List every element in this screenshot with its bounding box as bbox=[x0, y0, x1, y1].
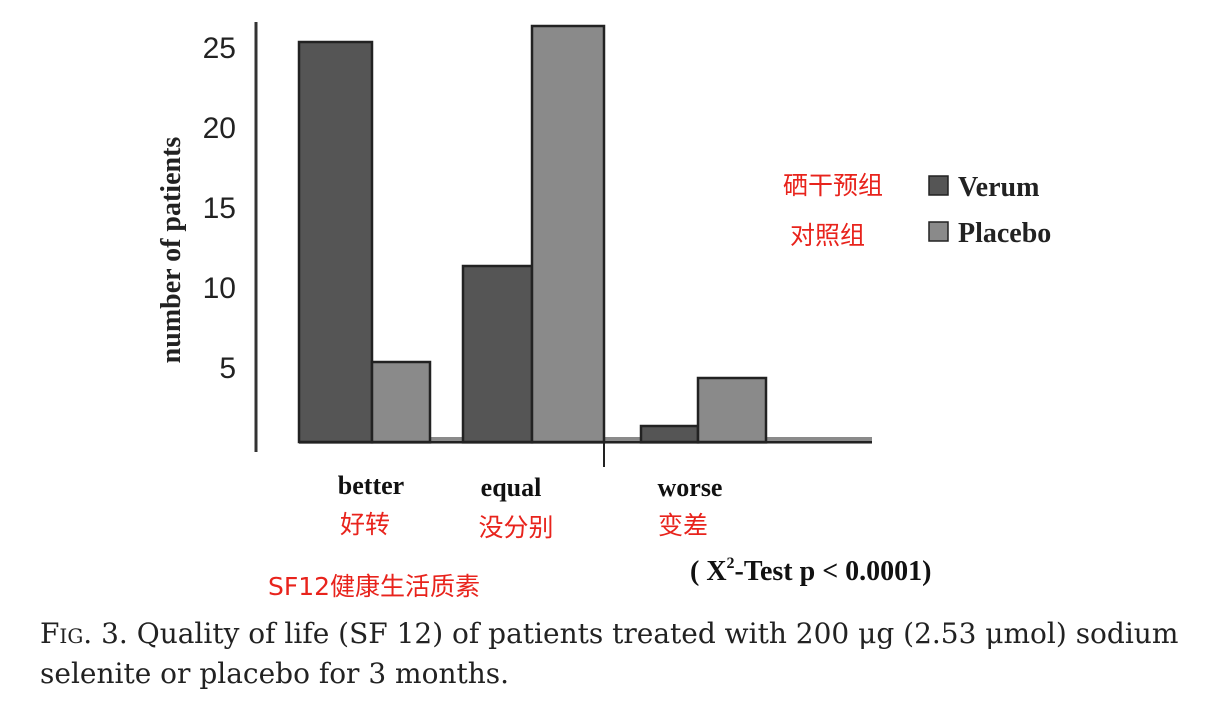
category-label-better: better bbox=[338, 471, 404, 500]
bar-placebo-equal bbox=[530, 24, 606, 444]
x-axis-annotation: SF12健康生活质素 bbox=[268, 572, 480, 601]
bar-verum-worse bbox=[639, 424, 700, 444]
y-tick-label: 25 bbox=[203, 32, 236, 65]
bar-placebo-worse bbox=[696, 376, 768, 444]
figure-number: Fig. 3. bbox=[40, 617, 128, 650]
category-annotation-worse: 变差 bbox=[658, 511, 708, 540]
bar-verum-equal bbox=[461, 264, 534, 444]
chi-square-test-annotation: ( X2-Test p < 0.0001) bbox=[690, 555, 931, 587]
y-tick-label: 20 bbox=[203, 112, 236, 145]
legend-label-placebo: Placebo bbox=[958, 218, 1051, 249]
legend-swatch-placebo bbox=[928, 221, 949, 242]
y-tick-label: 15 bbox=[203, 192, 236, 225]
category-annotation-better: 好转 bbox=[340, 510, 390, 539]
legend-swatch-verum bbox=[928, 175, 949, 196]
legend-annotation-verum: 硒干预组 bbox=[783, 171, 883, 200]
y-tick-label: 10 bbox=[203, 272, 236, 305]
figure-caption: Fig. 3. Quality of life (SF 12) of patie… bbox=[40, 614, 1200, 694]
y-axis-label: number of patients bbox=[156, 137, 187, 364]
y-tick-label: 5 bbox=[219, 352, 236, 385]
bar-verum-better bbox=[297, 40, 374, 444]
category-label-equal: equal bbox=[481, 473, 542, 502]
caption-text: Quality of life (SF 12) of patients trea… bbox=[40, 617, 1179, 690]
bar-placebo-better bbox=[370, 360, 432, 444]
legend-label-verum: Verum bbox=[958, 172, 1039, 203]
category-annotation-equal: 没分别 bbox=[478, 513, 553, 542]
legend-annotation-placebo: 对照组 bbox=[790, 221, 865, 250]
category-label-worse: worse bbox=[658, 473, 723, 502]
